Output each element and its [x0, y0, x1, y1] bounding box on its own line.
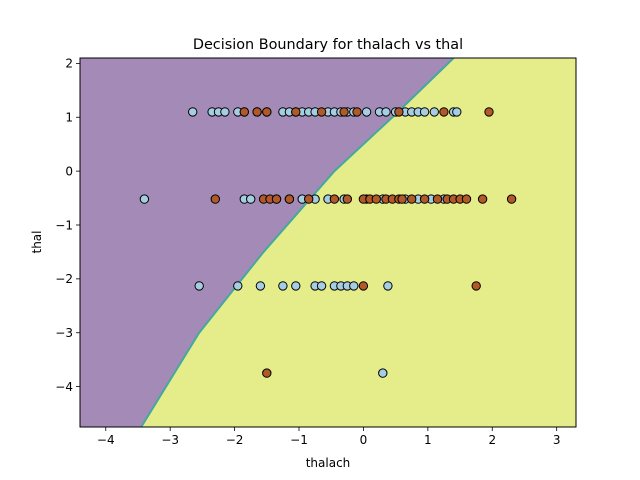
- data-point-class-1: [352, 107, 362, 117]
- data-point-class-0: [233, 281, 243, 291]
- data-point-class-1: [439, 107, 449, 117]
- y-tick-label: −3: [55, 326, 73, 340]
- data-point-class-1: [484, 107, 494, 117]
- data-point-class-1: [342, 194, 352, 204]
- data-point-class-0: [361, 107, 372, 117]
- data-point-class-1: [316, 107, 327, 117]
- x-tick-label: 0: [360, 433, 368, 447]
- data-point-class-0: [291, 281, 301, 291]
- data-point-class-1: [407, 194, 417, 204]
- data-point-class-1: [329, 194, 340, 204]
- data-point-class-0: [278, 281, 288, 291]
- decision-boundary-line: [140, 58, 455, 427]
- y-tick-label: 2: [65, 57, 73, 71]
- y-tick-label: 1: [65, 111, 73, 125]
- data-point-class-1: [304, 194, 314, 204]
- x-axis-ticks: −4 −3 −2 −1 0 1 2 3: [97, 427, 561, 447]
- data-point-class-1: [271, 194, 282, 204]
- y-tick-label: −1: [55, 218, 73, 232]
- y-tick-label: −2: [55, 272, 73, 286]
- data-point-class-1: [358, 281, 369, 291]
- data-point-class-1: [506, 194, 517, 204]
- x-tick-label: 1: [424, 433, 432, 447]
- data-point-class-1: [210, 194, 221, 204]
- data-point-class-1: [471, 281, 481, 291]
- data-point-class-0: [188, 107, 198, 117]
- data-point-class-1: [371, 194, 381, 204]
- plot-frame: [79, 57, 577, 428]
- data-point-class-1: [239, 107, 250, 117]
- x-tick-label: 3: [553, 433, 561, 447]
- data-point-class-1: [461, 194, 472, 204]
- data-point-class-0: [381, 107, 391, 117]
- data-point-class-0: [139, 194, 150, 204]
- data-point-class-0: [429, 107, 439, 117]
- decision-region-class-1: [141, 58, 576, 427]
- data-point-class-1: [397, 194, 407, 204]
- data-point-class-1: [291, 107, 301, 117]
- data-point-class-1: [252, 107, 262, 117]
- x-tick-label: −3: [161, 433, 179, 447]
- data-point-class-1: [284, 194, 295, 204]
- data-point-class-1: [262, 107, 272, 117]
- data-point-class-1: [394, 107, 404, 117]
- data-point-class-1: [262, 368, 272, 378]
- data-point-class-1: [419, 194, 430, 204]
- data-point-class-0: [194, 281, 204, 291]
- data-point-class-0: [246, 194, 256, 204]
- x-tick-label: −2: [226, 433, 244, 447]
- data-point-class-0: [349, 281, 359, 291]
- y-tick-label: 0: [65, 164, 73, 178]
- data-point-class-0: [220, 107, 230, 117]
- data-point-class-1: [339, 107, 349, 117]
- x-axis-label: thalach: [306, 456, 351, 470]
- data-point-class-1: [432, 194, 443, 204]
- data-point-class-0: [316, 281, 327, 291]
- data-point-class-1: [477, 194, 488, 204]
- data-point-class-0: [378, 368, 388, 378]
- x-tick-label: −4: [97, 433, 115, 447]
- plot-area: [80, 58, 576, 427]
- scatter-points: [139, 107, 517, 378]
- data-point-class-0: [419, 107, 430, 117]
- data-point-class-0: [452, 107, 462, 117]
- chart-title: Decision Boundary for thalach vs thal: [193, 37, 463, 53]
- y-axis-label: thal: [30, 231, 44, 254]
- x-tick-label: 2: [488, 433, 496, 447]
- x-tick-label: −1: [290, 433, 308, 447]
- data-point-class-0: [383, 281, 393, 291]
- data-point-class-0: [255, 281, 266, 291]
- y-axis-ticks: −4 −3 −2 −1 0 1 2: [55, 57, 80, 394]
- y-tick-label: −4: [55, 380, 73, 394]
